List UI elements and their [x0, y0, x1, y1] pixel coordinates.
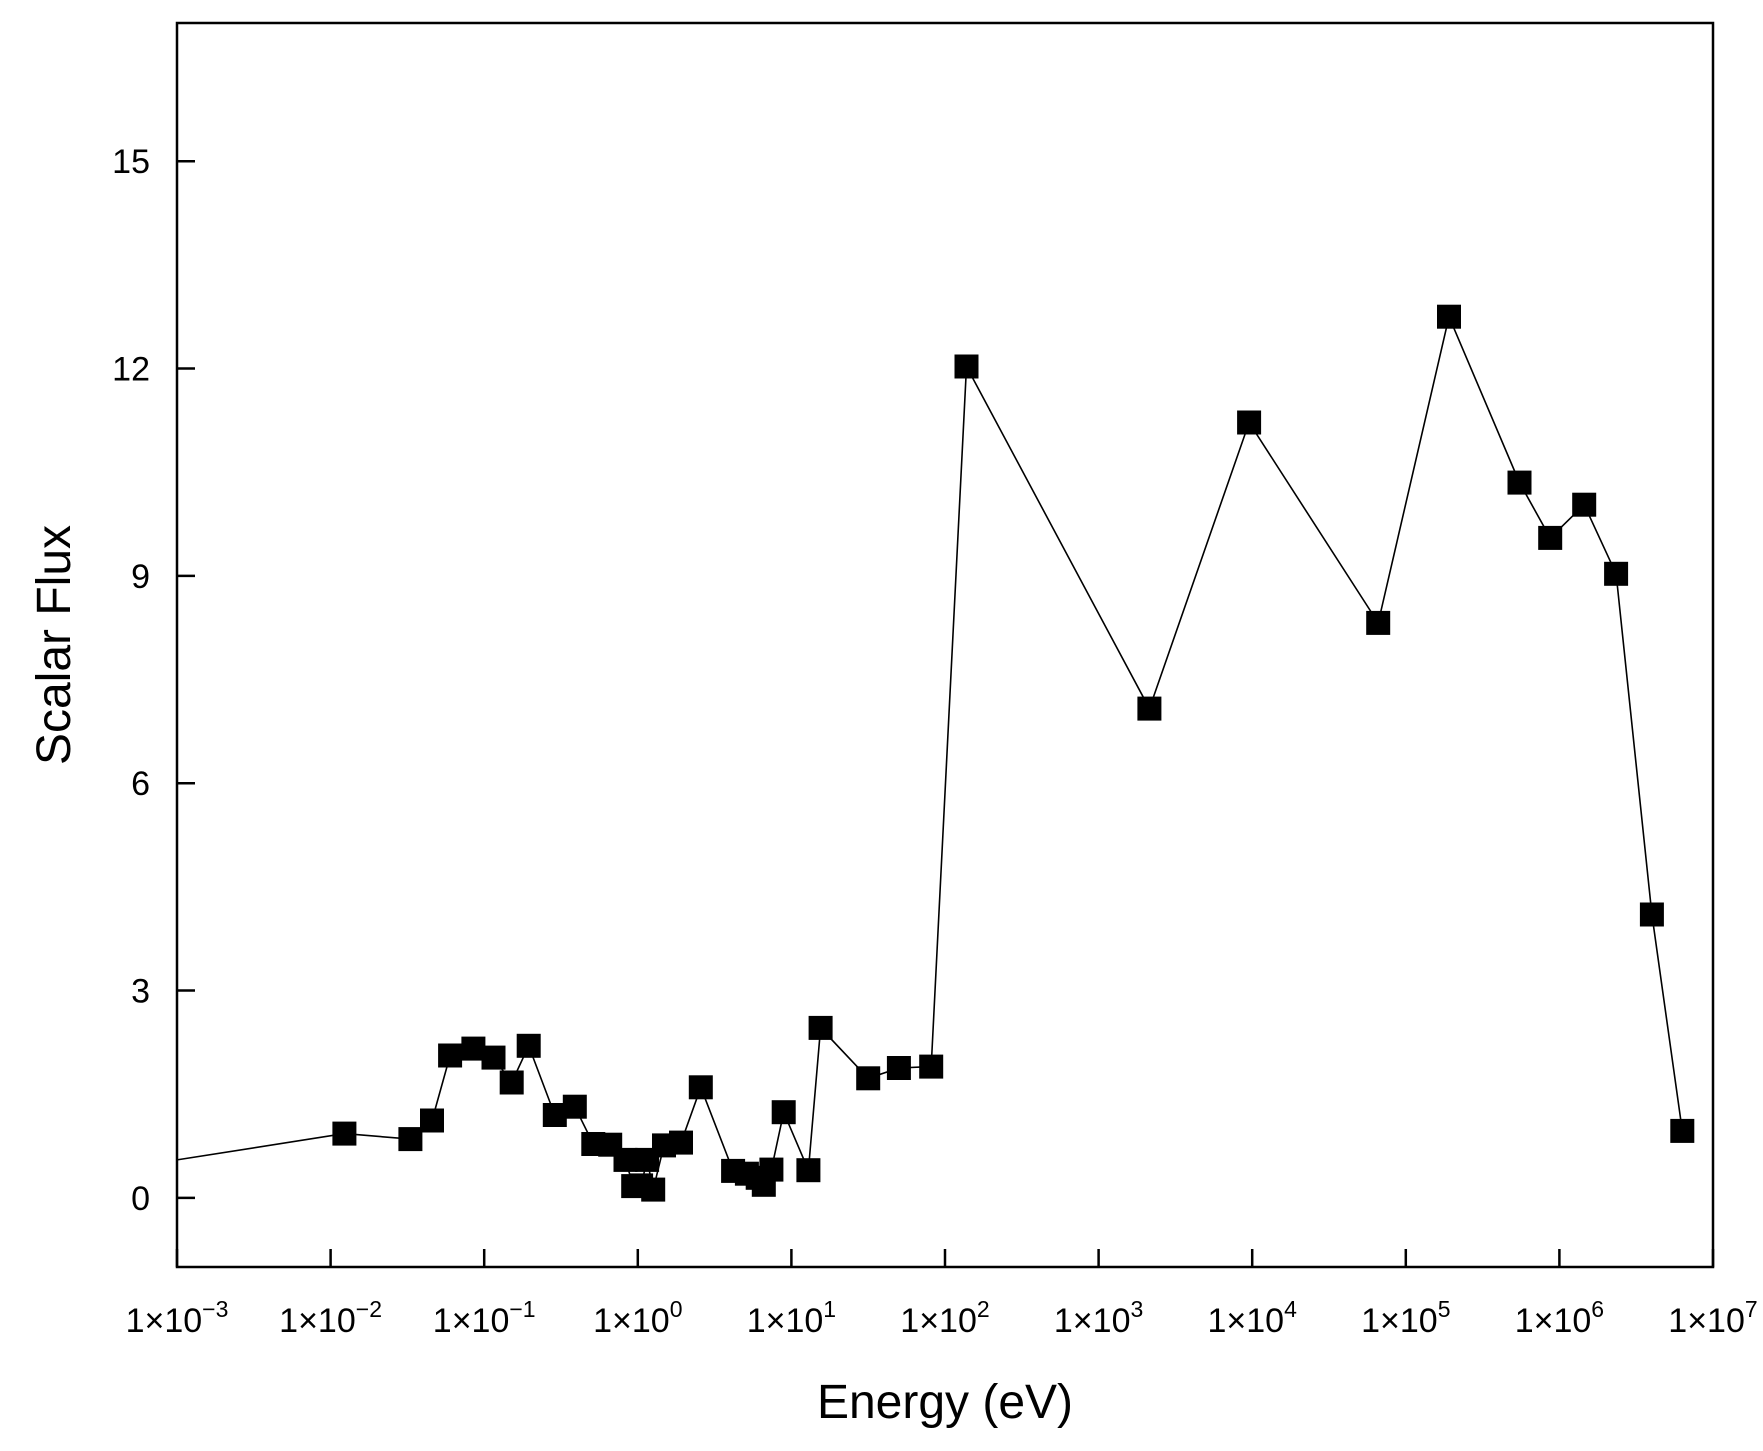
data-point	[562, 1094, 587, 1119]
y-axis-ticks: 0 3 6 9 12 15	[112, 143, 195, 1218]
data-point	[1237, 410, 1262, 435]
data-point	[438, 1043, 463, 1068]
y-tick-label: 6	[131, 765, 150, 803]
data-point	[516, 1033, 541, 1058]
data-point	[1572, 492, 1597, 517]
x-tick-label: 1×10−3	[126, 1296, 229, 1340]
data-point	[1670, 1118, 1695, 1143]
plot-frame	[175, 21, 1715, 1269]
y-tick-label: 3	[131, 973, 150, 1011]
x-tick-label: 1×107	[1668, 1296, 1757, 1340]
data-point	[1507, 470, 1532, 495]
data-point	[1137, 696, 1162, 721]
data-point	[856, 1066, 881, 1091]
x-tick-label: 1×100	[593, 1296, 682, 1340]
data-point	[481, 1045, 506, 1070]
data-point	[919, 1054, 944, 1079]
data-point	[771, 1100, 796, 1125]
data-point	[332, 1121, 357, 1146]
x-tick-label: 1×10−2	[279, 1296, 382, 1340]
data-point	[808, 1015, 833, 1040]
y-tick-label: 0	[131, 1180, 150, 1218]
x-tick-label: 1×106	[1515, 1296, 1604, 1340]
data-point	[886, 1056, 911, 1080]
x-tick-label: 1×104	[1208, 1296, 1298, 1340]
y-tick-label: 15	[112, 143, 150, 181]
data-point	[461, 1036, 486, 1061]
data-point	[499, 1070, 524, 1095]
data-point	[796, 1158, 821, 1183]
y-tick-label: 12	[112, 351, 150, 389]
data-point	[1639, 902, 1664, 927]
data-point	[398, 1127, 423, 1152]
data-point	[954, 354, 979, 379]
x-axis-title: Energy (eV)	[817, 1376, 1073, 1429]
y-axis-title: Scalar Flux	[28, 525, 81, 765]
y-tick-label: 9	[131, 558, 150, 596]
data-markers	[332, 304, 1695, 1202]
data-point	[1604, 561, 1629, 586]
x-tick-label: 1×103	[1054, 1296, 1143, 1340]
x-tick-label: 1×105	[1361, 1296, 1450, 1340]
x-tick-label: 1×10−1	[433, 1296, 536, 1340]
x-tick-label: 1×101	[747, 1296, 836, 1340]
data-point	[688, 1075, 713, 1100]
data-point	[1437, 304, 1461, 329]
data-point	[759, 1157, 784, 1182]
x-axis-ticks: 1×10−3 1×10−2 1×10−1 1×100 1×101 1×102 1×103 1×…	[126, 1249, 1758, 1340]
data-point	[1538, 525, 1563, 550]
data-point	[669, 1130, 693, 1155]
data-point	[1366, 610, 1391, 635]
x-tick-label: 1×102	[900, 1296, 989, 1340]
data-point	[613, 1147, 638, 1172]
data-point	[420, 1108, 444, 1133]
data-point	[641, 1177, 666, 1202]
